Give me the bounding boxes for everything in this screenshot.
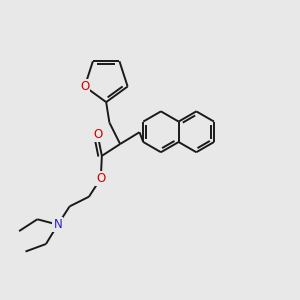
- Text: O: O: [96, 172, 105, 185]
- Text: O: O: [93, 128, 102, 141]
- Text: N: N: [53, 218, 62, 231]
- Text: O: O: [80, 80, 89, 93]
